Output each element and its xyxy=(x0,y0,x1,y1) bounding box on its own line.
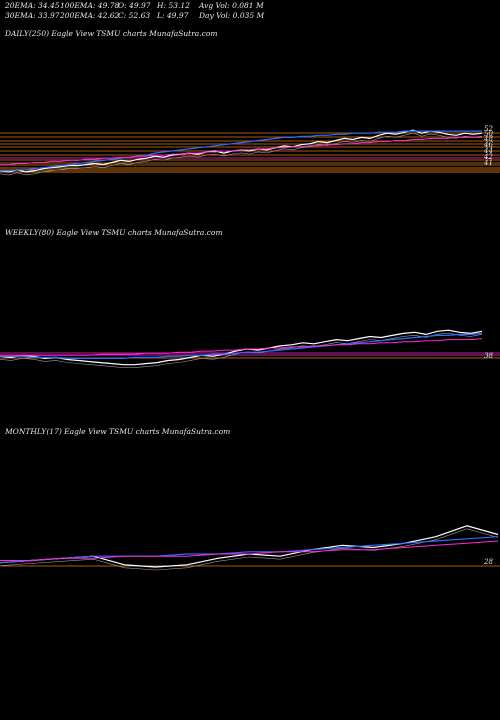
monthly-series-line-2 xyxy=(0,540,499,561)
daily-series-line-2 xyxy=(0,136,482,166)
daily-price-label: 46 xyxy=(483,141,493,149)
daily-series-line-1 xyxy=(0,130,482,172)
daily-price-label: 42 xyxy=(483,153,493,161)
daily-price-label: 44 xyxy=(483,147,493,155)
daily-price-label: 50 xyxy=(484,130,493,138)
monthly-series-line-1 xyxy=(0,536,499,564)
daily-series-shadow-line xyxy=(0,132,483,176)
daily-price-label: 41 xyxy=(483,159,493,167)
ema30-label: 30EMA: 33.97 xyxy=(5,11,60,20)
weekly-panel-title: WEEKLY(80) Eagle View TSMU charts Munafa… xyxy=(5,228,223,237)
ema20-label: 20EMA: 34.45 xyxy=(5,1,60,10)
weekly-series-line-2 xyxy=(0,338,483,356)
day-vol-label: Day Vol: 0.035 M xyxy=(199,11,265,20)
avg-vol-label: Avg Vol: 0.081 M xyxy=(199,1,264,10)
daily-panel-title: DAILY(250) Eagle View TSMU charts Munafa… xyxy=(5,29,218,38)
weekly-series-line-0 xyxy=(0,329,483,366)
close-label: C: 52.63 xyxy=(118,11,151,20)
ema100-label: 100EMA: 49.78 xyxy=(60,1,120,10)
open-label: O: 49.97 xyxy=(118,1,151,10)
daily-price-label: 52 xyxy=(484,125,493,133)
monthly-panel-title: MONTHLY(17) Eagle View TSMU charts Munaf… xyxy=(5,427,231,436)
ema200-label: 200EMA: 42.62 xyxy=(60,11,120,20)
low-label: L: 49.97 xyxy=(157,11,189,20)
monthly-price-label: 28 xyxy=(483,558,493,566)
daily-price-label: 48 xyxy=(483,135,493,143)
monthly-series-shadow-line xyxy=(0,528,499,571)
high-label: H: 53.12 xyxy=(157,1,190,10)
weekly-series-line-1 xyxy=(0,332,483,359)
weekly-price-label: 38 xyxy=(484,352,493,360)
